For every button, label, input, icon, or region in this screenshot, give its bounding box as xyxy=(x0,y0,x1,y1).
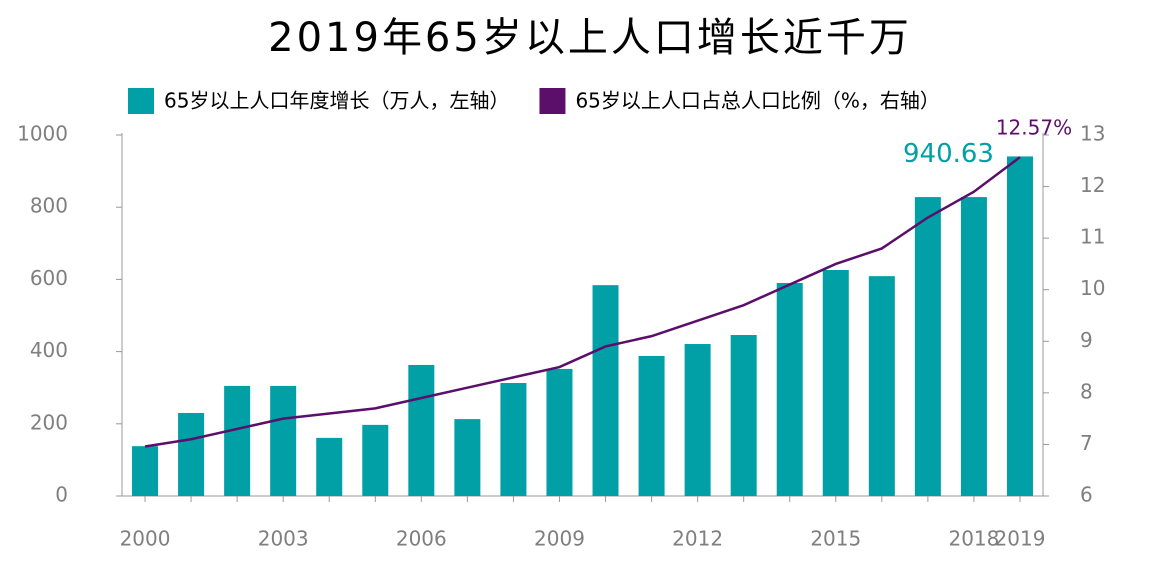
y2-tick-label: 7 xyxy=(1080,431,1093,455)
y2-tick-label: 8 xyxy=(1080,379,1093,403)
x-tick-label: 2015 xyxy=(810,527,861,551)
bar xyxy=(178,412,205,496)
line xyxy=(144,156,1021,448)
x-tick-label: 2018 xyxy=(948,527,999,551)
x-tick-label: 2009 xyxy=(534,527,585,551)
bar xyxy=(362,424,389,496)
y2-tick-label: 13 xyxy=(1080,122,1105,146)
bar xyxy=(454,419,481,496)
bar xyxy=(500,383,527,496)
x-tick-label: 2000 xyxy=(120,527,171,551)
legend-swatch xyxy=(128,88,154,114)
y2-tick-label: 12 xyxy=(1080,173,1105,197)
bar xyxy=(638,355,665,496)
line-value-label: 12.57% xyxy=(996,116,1072,140)
y2-tick-label: 6 xyxy=(1080,483,1093,507)
bar xyxy=(822,270,849,496)
bar xyxy=(914,197,941,497)
x-tick-label: 2012 xyxy=(672,527,723,551)
chart-title: 2019年65岁以上人口增长近千万 xyxy=(268,15,912,61)
y2-tick-label: 11 xyxy=(1080,225,1105,249)
bar xyxy=(224,385,251,496)
legend-label: 65岁以上人口占总人口比例（%，右轴） xyxy=(575,89,939,113)
bar xyxy=(592,285,619,496)
y2-tick-label: 10 xyxy=(1080,276,1105,300)
bar xyxy=(684,344,711,496)
y-tick-label: 200 xyxy=(30,410,68,434)
x-tick-label: 2003 xyxy=(258,527,309,551)
y-tick-label: 1000 xyxy=(17,122,68,146)
bar xyxy=(408,364,435,496)
bar xyxy=(960,197,987,497)
bar-value-label: 940.63 xyxy=(903,139,994,169)
y-tick-label: 0 xyxy=(55,483,68,507)
y-tick-label: 400 xyxy=(30,338,68,362)
legend-swatch xyxy=(539,88,566,114)
bar xyxy=(546,368,573,496)
y-tick-label: 800 xyxy=(30,194,68,218)
legend-label: 65岁以上人口年度增长（万人，左轴） xyxy=(164,89,509,113)
bar xyxy=(776,283,803,496)
bar xyxy=(1006,156,1033,497)
bar xyxy=(132,446,159,496)
x-tick-label: 2019 xyxy=(995,527,1046,551)
y-tick-label: 600 xyxy=(30,266,68,290)
x-tick-label: 2006 xyxy=(396,527,447,551)
bar xyxy=(316,437,343,496)
bar xyxy=(270,385,297,496)
bar xyxy=(730,334,757,496)
y2-tick-label: 9 xyxy=(1080,328,1093,352)
bar xyxy=(868,276,895,496)
